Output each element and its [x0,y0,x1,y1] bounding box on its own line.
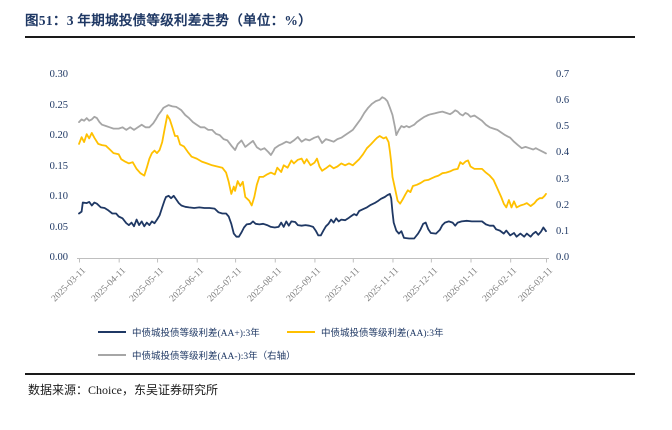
left-axis-tick-label: 0.00 [49,252,68,263]
right-axis-tick-label: 0.4 [556,147,570,159]
left-axis-tick-label: 0.05 [49,221,68,233]
legend-item-aa-plus: 中债城投债等级利差(AA+):3年 [98,325,260,339]
right-axis-tick-label: 0.6 [556,95,570,107]
right-axis-tick-label: 0.3 [556,173,570,185]
footer-rule [25,373,635,375]
legend-label-aa: 中债城投债等级利差(AA):3年 [321,329,444,339]
series-line-aa-minus [78,96,547,156]
left-axis-tick-label: 0.15 [49,160,68,172]
legend-swatch-gray-line [98,354,126,356]
data-source-note: 数据来源：Choice，东吴证券研究所 [28,383,218,397]
legend-item-aa: 中债城投债等级利差(AA):3年 [287,325,443,339]
series-line-aa-plus [78,192,547,240]
right-axis-tick-label: 0.0 [556,252,570,263]
legend-swatch-gold-line [287,331,315,333]
right-axis-tick-label: 0.1 [556,225,570,237]
left-axis-tick-label: 0.20 [49,130,68,141]
right-axis-tick-label: 0.7 [556,69,570,80]
figure-title: 图51：3 年期城投债等级利差走势（单位：%） [25,13,313,28]
right-axis-tick-label: 0.5 [556,121,570,133]
left-axis-tick-label: 0.10 [49,191,68,202]
left-axis-tick-label: 0.30 [49,69,68,80]
legend-swatch-navy-line [98,331,126,333]
series-line-aa [78,114,547,209]
legend-label-aa-plus: 中债城投债等级利差(AA+):3年 [132,329,260,339]
title-underline-rule [25,36,635,38]
legend-label-aa-minus: 中债城投债等级利差(AA-):3年（右轴） [132,352,296,362]
right-axis-tick-label: 0.2 [556,199,570,211]
legend-item-aa-minus: 中债城投债等级利差(AA-):3年（右轴） [98,348,296,362]
left-axis-tick-label: 0.25 [49,99,68,111]
